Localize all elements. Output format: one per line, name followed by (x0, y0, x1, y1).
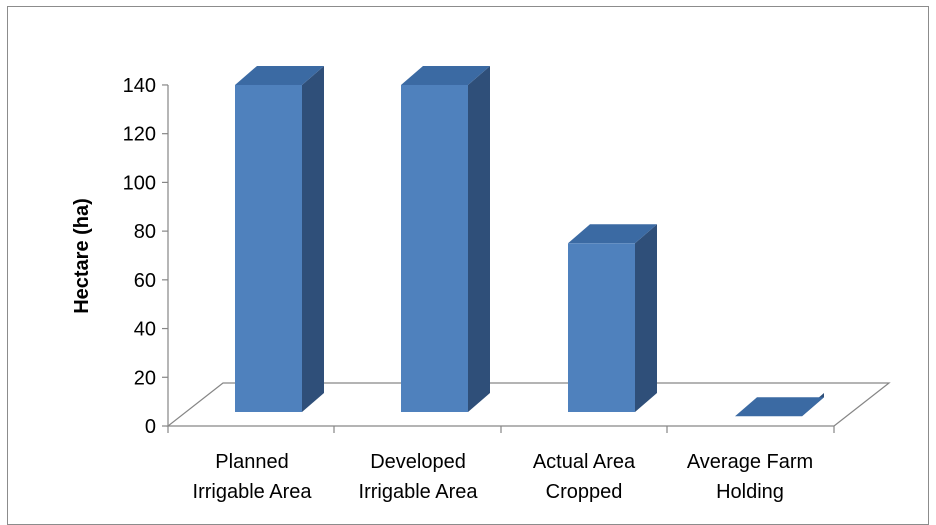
category-label-line: Actual Area (533, 451, 636, 473)
bar (735, 393, 824, 417)
bar (568, 224, 657, 412)
bar-front-face (568, 243, 635, 412)
floor-plane (166, 382, 891, 427)
bar-side-face (468, 65, 490, 413)
category-label: Average Farm Holding (687, 451, 813, 503)
category-label: Planned Irrigable Area (193, 451, 313, 503)
bar (235, 65, 324, 413)
category-label-line: Cropped (546, 481, 623, 503)
category-label: Developed Irrigable Area (359, 451, 479, 503)
bar-top-face (735, 397, 824, 417)
bar-side-face (302, 65, 324, 413)
bar-top-face (568, 224, 657, 244)
y-tick-label: 120 (123, 124, 156, 146)
category-label: Actual Area Cropped (533, 451, 636, 503)
category-label-line: Developed (370, 451, 466, 473)
bar-front-face (401, 84, 468, 413)
chart-floor (166, 382, 891, 427)
category-label-line: Irrigable Area (359, 481, 479, 503)
y-axis-title: Hectare (ha) (71, 198, 93, 314)
y-tick-label: 140 (123, 75, 156, 97)
bar-top-face (235, 65, 324, 85)
category-labels: Planned Irrigable Area Developed Irrigable … (193, 451, 814, 503)
y-tick-label: 100 (123, 172, 156, 194)
bar-side-face (635, 224, 657, 412)
category-label-line: Holding (716, 481, 784, 503)
y-tick-label: 0 (145, 416, 156, 438)
bar-top-face (401, 65, 490, 85)
category-label-line: Planned (215, 451, 288, 473)
y-tick-label: 20 (134, 367, 156, 389)
bar-front-face (235, 84, 302, 413)
y-tick-label: 80 (134, 221, 156, 243)
bar (401, 65, 490, 413)
category-label-line: Irrigable Area (193, 481, 313, 503)
y-tick-label: 40 (134, 319, 156, 341)
y-axis: 0 20 40 60 80 100 120 140 (123, 75, 835, 438)
bars (235, 65, 824, 417)
category-label-line: Average Farm (687, 451, 813, 473)
y-tick-label: 60 (134, 270, 156, 292)
